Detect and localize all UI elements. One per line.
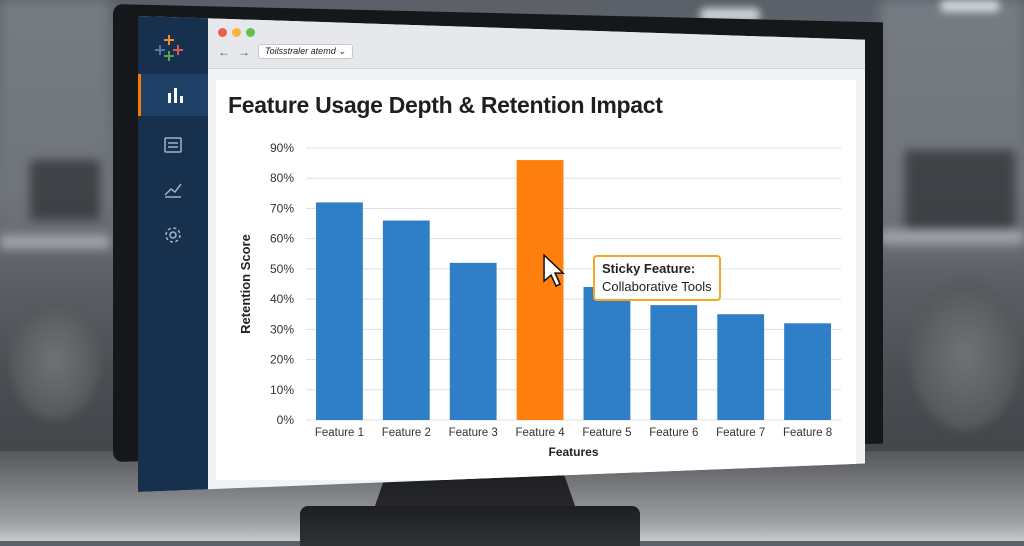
y-tick-label: 70% — [270, 201, 294, 215]
window-minimize-button[interactable] — [232, 28, 241, 37]
y-tick-label: 10% — [270, 383, 294, 397]
x-tick-label: Feature 3 — [449, 427, 498, 439]
y-tick-label: 20% — [270, 353, 294, 367]
bar — [717, 314, 765, 420]
x-axis-label: Features — [548, 445, 598, 459]
office-chair — [10, 300, 100, 420]
monitor-screen: ← → Toilsstraler atemd ⌄ Feature Usage D… — [138, 16, 865, 492]
bar-chart-icon — [167, 88, 183, 103]
nav-item-dashboard[interactable] — [138, 74, 208, 116]
annotation-line-1: Sticky Feature: — [602, 261, 696, 276]
bar — [382, 220, 430, 420]
nav-item-reports[interactable] — [138, 124, 208, 166]
gear-icon — [165, 227, 181, 243]
bar — [516, 160, 564, 420]
bar — [784, 323, 831, 420]
address-row: ← → Toilsstraler atemd ⌄ — [218, 44, 353, 59]
y-tick-label: 60% — [270, 232, 294, 246]
bar-chart: 0% 10% 20% 30% 40% 50% 60% 70% 80% 90% Feature 1 Fe… — [238, 141, 841, 459]
address-bar[interactable]: Toilsstraler atemd ⌄ — [258, 44, 353, 59]
forward-arrow-icon[interactable]: → — [238, 44, 250, 59]
annotation-line-2: Collaborative Tools — [602, 279, 712, 294]
app-sidebar — [138, 16, 208, 492]
x-tick-label: Feature 2 — [382, 427, 431, 439]
bar — [650, 305, 698, 420]
ceiling-light — [940, 0, 1000, 12]
back-arrow-icon[interactable]: ← — [218, 44, 230, 59]
x-tick-label: Feature 5 — [582, 427, 631, 439]
bar — [449, 262, 497, 420]
y-tick-label: 30% — [270, 322, 294, 336]
y-tick-label: 90% — [270, 141, 294, 155]
bar — [316, 202, 363, 420]
nav-item-settings[interactable] — [138, 214, 208, 256]
trend-line-icon — [164, 183, 182, 198]
window-maximize-button[interactable] — [246, 28, 255, 37]
bar — [583, 287, 631, 420]
y-tick-label: 40% — [270, 292, 294, 306]
x-tick-label: Feature 6 — [649, 427, 698, 439]
chart-panel: Feature Usage Depth & Retention Impact 0… — [216, 80, 856, 480]
y-tick-label: 0% — [277, 413, 295, 427]
mouse-cursor-icon — [543, 253, 565, 288]
background-desk — [0, 235, 110, 249]
background-desk — [880, 230, 1024, 244]
window-close-button[interactable] — [218, 28, 227, 37]
monitor-base — [300, 506, 640, 546]
x-tick-label: Feature 8 — [783, 427, 832, 439]
app-logo-icon[interactable] — [152, 30, 186, 64]
office-chair — [910, 280, 1020, 430]
report-list-icon — [164, 137, 182, 153]
chart-annotation: Sticky Feature: Collaborative Tools — [593, 255, 721, 301]
x-tick-label: Feature 1 — [315, 427, 364, 439]
background-monitor — [905, 150, 1015, 230]
y-tick-label: 50% — [270, 262, 294, 276]
y-tick-label: 80% — [270, 171, 294, 185]
chevron-down-icon: ⌄ — [338, 46, 346, 56]
y-axis-label: Retention Score — [238, 234, 253, 334]
address-text: Toilsstraler atemd — [265, 46, 336, 56]
x-tick-label: Feature 7 — [716, 427, 765, 439]
nav-item-analytics[interactable] — [138, 168, 208, 210]
chart-title: Feature Usage Depth & Retention Impact — [228, 92, 663, 118]
x-tick-label: Feature 4 — [515, 427, 565, 439]
background-monitor — [30, 160, 100, 220]
